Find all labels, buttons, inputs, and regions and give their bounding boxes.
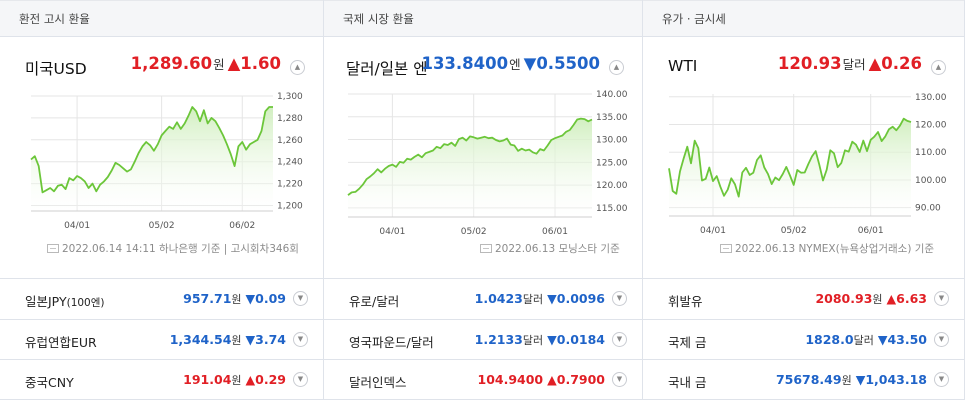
chevron-down-icon[interactable]: ▼: [934, 291, 949, 306]
quote-value: 2080.93원 ▲6.63: [815, 291, 927, 306]
main-quote-value: 133.8400엔 ▼0.5500: [421, 54, 600, 73]
quote-value: 957.71원 ▼0.09: [183, 291, 286, 306]
main-quote-value: 1,289.60원 ▲1.60: [130, 54, 281, 73]
x-tick-label: 04/01: [379, 227, 405, 234]
quote-row[interactable]: 영국파운드/달러 1.2133달러 ▼0.0184 ▼: [324, 318, 643, 360]
chevron-down-icon[interactable]: ▼: [934, 372, 949, 387]
x-tick-label: 04/01: [64, 221, 90, 231]
chevron-down-icon[interactable]: ▼: [293, 372, 308, 387]
y-tick-label: 115.00: [596, 204, 628, 214]
quote-row[interactable]: 중국CNY 191.04원 ▲0.29 ▼: [0, 359, 324, 400]
quote-name: 국내 금: [668, 375, 707, 390]
quote-row[interactable]: 유로/달러 1.0423달러 ▼0.0096 ▼: [324, 278, 643, 319]
x-tick-label: 05/02: [781, 226, 807, 234]
panel-header: 환전 고시 환율: [0, 0, 323, 37]
y-tick-label: 120.00: [915, 121, 947, 131]
quote-value: 1,344.54원 ▼3.74: [169, 331, 286, 347]
rows-exchange: 일본JPY(100엔) 957.71원 ▼0.09 ▼ 유럽연합EUR 1,344.54원…: [0, 278, 324, 400]
y-tick-label: 100.00: [915, 176, 947, 186]
chevron-up-icon[interactable]: ▲: [931, 60, 946, 75]
panel-header: 유가 · 금시세: [643, 0, 964, 37]
y-tick-label: 140.00: [596, 90, 628, 100]
chevron-down-icon[interactable]: ▼: [612, 372, 627, 387]
y-tick-label: 130.00: [915, 93, 947, 103]
quote-row[interactable]: 국내 금 75678.49원 ▼1,043.18 ▼: [643, 359, 965, 400]
x-tick-label: 05/02: [461, 227, 487, 234]
y-tick-label: 1,240: [277, 158, 303, 168]
y-tick-label: 1,220: [277, 180, 303, 190]
series-line: [347, 117, 593, 196]
main-quote-name: WTI: [668, 57, 698, 75]
quote-value: 191.04원 ▲0.29: [183, 372, 286, 387]
panel-oil-gold: 유가 · 금시세 WTI 120.93달러 ▲0.26 ▲ 130.00 120.0…: [643, 0, 965, 400]
chart-usdjpy: 140.00 135.00 130.00 125.00 120.00 115.00 04/0…: [347, 90, 628, 234]
x-tick-label: 06/01: [542, 227, 568, 234]
quote-name: 국제 금: [668, 334, 707, 350]
document-icon: [47, 244, 59, 253]
chevron-down-icon[interactable]: ▼: [293, 331, 308, 347]
main-quote-name: 미국USD: [25, 60, 87, 78]
quote-row[interactable]: 일본JPY(100엔) 957.71원 ▼0.09 ▼: [0, 278, 324, 319]
quote-value: 1.0423달러 ▼0.0096: [474, 291, 605, 306]
quote-name: 영국파운드/달러: [349, 334, 434, 350]
series-line: [30, 106, 273, 194]
quote-name: 일본JPY(100엔): [25, 294, 105, 309]
quote-name: 휘발유: [668, 294, 703, 309]
quote-name: 달러인덱스: [349, 375, 407, 390]
chart-usd: 1,300 1,280 1,260 1,240 1,220 1,200 04/01 05/02…: [30, 92, 303, 231]
panel-header: 국제 시장 환율: [324, 0, 642, 37]
main-quote-value: 120.93달러 ▲0.26: [777, 54, 922, 73]
source-text: 2022.06.13 NYMEX(뉴욕상업거래소) 기준: [720, 241, 934, 256]
quote-row[interactable]: 휘발유 2080.93원 ▲6.63 ▼: [643, 278, 965, 319]
document-icon: [480, 244, 492, 253]
chevron-down-icon[interactable]: ▼: [612, 331, 627, 347]
y-tick-label: 1,280: [277, 114, 303, 124]
x-tick-label: 05/02: [149, 221, 175, 231]
y-tick-label: 130.00: [596, 136, 628, 146]
area-fill: [348, 118, 592, 217]
panel-exchange-rate: 환전 고시 환율 미국USD 1,289.60원 ▲1.60 ▲ 1,300 1,2…: [0, 0, 324, 400]
quote-name: 유로/달러: [349, 294, 400, 309]
quote-row[interactable]: 유럽연합EUR 1,344.54원 ▼3.74 ▼: [0, 318, 324, 360]
quote-row[interactable]: 국제 금 1828.0달러 ▼43.50 ▼: [643, 318, 965, 360]
y-tick-label: 110.00: [915, 148, 947, 158]
source-text: 2022.06.13 모닝스타 기준: [480, 241, 620, 256]
quote-value: 1828.0달러 ▼43.50: [805, 331, 927, 347]
panel-international-rate: 국제 시장 환율 달러/일본 엔 133.8400엔 ▼0.5500 ▲ 140.…: [324, 0, 643, 400]
rows-commodities: 휘발유 2080.93원 ▲6.63 ▼ 국제 금 1828.0달러 ▼43.50 ▼ 국내 금…: [643, 278, 965, 400]
document-icon: [720, 244, 732, 253]
x-tick-label: 04/01: [700, 226, 726, 234]
quote-row[interactable]: 달러인덱스 104.9400 ▲0.7900 ▼: [324, 359, 643, 400]
y-tick-label: 125.00: [596, 158, 628, 168]
x-tick-label: 06/01: [858, 226, 884, 234]
y-tick-label: 90.00: [915, 204, 941, 214]
chevron-up-icon[interactable]: ▲: [290, 60, 305, 75]
main-quote[interactable]: 미국USD 1,289.60원 ▲1.60 ▲: [0, 52, 323, 80]
quote-name: 유럽연합EUR: [25, 334, 97, 350]
y-tick-label: 1,260: [277, 136, 303, 146]
main-quote-name: 달러/일본 엔: [346, 60, 428, 78]
area-fill: [669, 118, 911, 216]
series-line: [668, 117, 912, 198]
quote-value: 104.9400 ▲0.7900: [477, 372, 606, 387]
quote-value: 75678.49원 ▼1,043.18: [775, 372, 927, 387]
chart-wti: 130.00 120.00 110.00 100.00 90.00 04/01 05/02 0…: [668, 93, 947, 234]
y-tick-label: 120.00: [596, 181, 628, 191]
y-tick-label: 1,200: [277, 202, 303, 212]
chevron-up-icon[interactable]: ▲: [609, 60, 624, 75]
quote-value: 1.2133달러 ▼0.0184: [474, 331, 605, 347]
source-text: 2022.06.14 14:11 하나은행 기준 | 고시회차346회: [47, 241, 299, 256]
main-quote[interactable]: 달러/일본 엔 133.8400엔 ▼0.5500 ▲: [324, 52, 642, 80]
x-tick-label: 06/02: [229, 221, 255, 231]
quote-name: 중국CNY: [25, 375, 74, 390]
chevron-down-icon[interactable]: ▼: [293, 291, 308, 306]
y-tick-label: 135.00: [596, 113, 628, 123]
chevron-down-icon[interactable]: ▼: [934, 331, 949, 347]
rows-international: 유로/달러 1.0423달러 ▼0.0096 ▼ 영국파운드/달러 1.2133달러 ▼0.…: [324, 278, 643, 400]
main-quote[interactable]: WTI 120.93달러 ▲0.26 ▲: [643, 52, 964, 80]
y-tick-label: 1,300: [277, 92, 303, 102]
chevron-down-icon[interactable]: ▼: [612, 291, 627, 306]
